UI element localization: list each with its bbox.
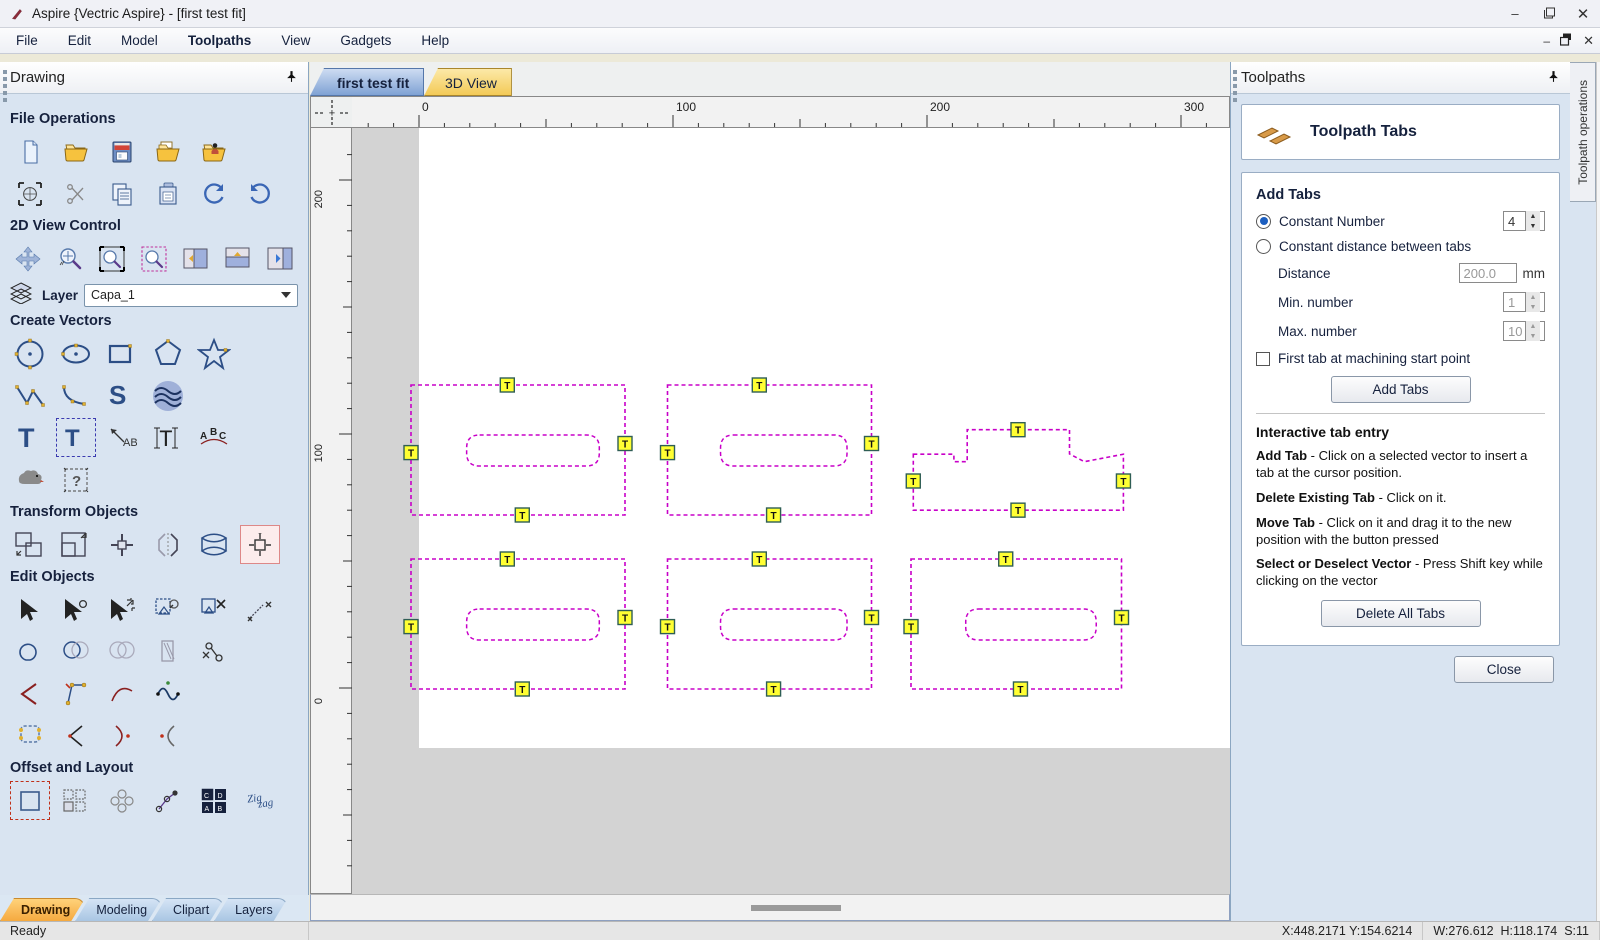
svg-text:200: 200 [930,100,950,114]
svg-text:T: T [868,614,874,625]
svg-text:A: A [200,431,207,442]
svg-text:C: C [204,793,209,800]
svg-text:200: 200 [313,190,325,208]
svg-text:T: T [18,423,35,453]
svg-text:T: T [756,555,762,566]
svg-text:T: T [664,449,670,460]
svg-text:T: T [408,449,414,460]
svg-text:100: 100 [313,444,325,462]
svg-text:T: T [756,381,762,392]
svg-text:T: T [1120,477,1126,488]
svg-text:T: T [1017,685,1023,696]
svg-text:+: + [329,108,335,120]
svg-text:S: S [109,381,126,410]
svg-text:T: T [1003,555,1009,566]
svg-text:T: T [910,477,916,488]
svg-text:T: T [622,614,628,625]
svg-text:T: T [771,511,777,522]
svg-text:0: 0 [313,698,325,704]
svg-text:zag: zag [256,796,273,810]
svg-text:T: T [908,623,914,634]
svg-text:T: T [504,555,510,566]
svg-text:T: T [868,440,874,451]
svg-text:T: T [159,427,173,453]
svg-text:T: T [664,623,670,634]
svg-text:A: A [205,806,210,813]
svg-text:0: 0 [422,100,429,114]
svg-text:T: T [519,511,525,522]
svg-text:B: B [210,427,217,438]
svg-text:300: 300 [1184,100,1204,114]
svg-text:T: T [771,685,777,696]
svg-text:T: T [1118,614,1124,625]
svg-text:?: ? [72,473,81,490]
svg-text:T: T [519,685,525,696]
svg-text:B: B [218,806,223,813]
svg-text:D: D [218,793,223,800]
svg-text:T: T [1015,506,1021,517]
svg-text:AB: AB [123,437,137,449]
svg-text:T: T [622,440,628,451]
svg-text:100: 100 [676,100,696,114]
svg-text:T: T [408,623,414,634]
svg-text:T: T [65,425,80,451]
svg-text:T: T [1015,426,1021,437]
svg-text:T: T [504,381,510,392]
